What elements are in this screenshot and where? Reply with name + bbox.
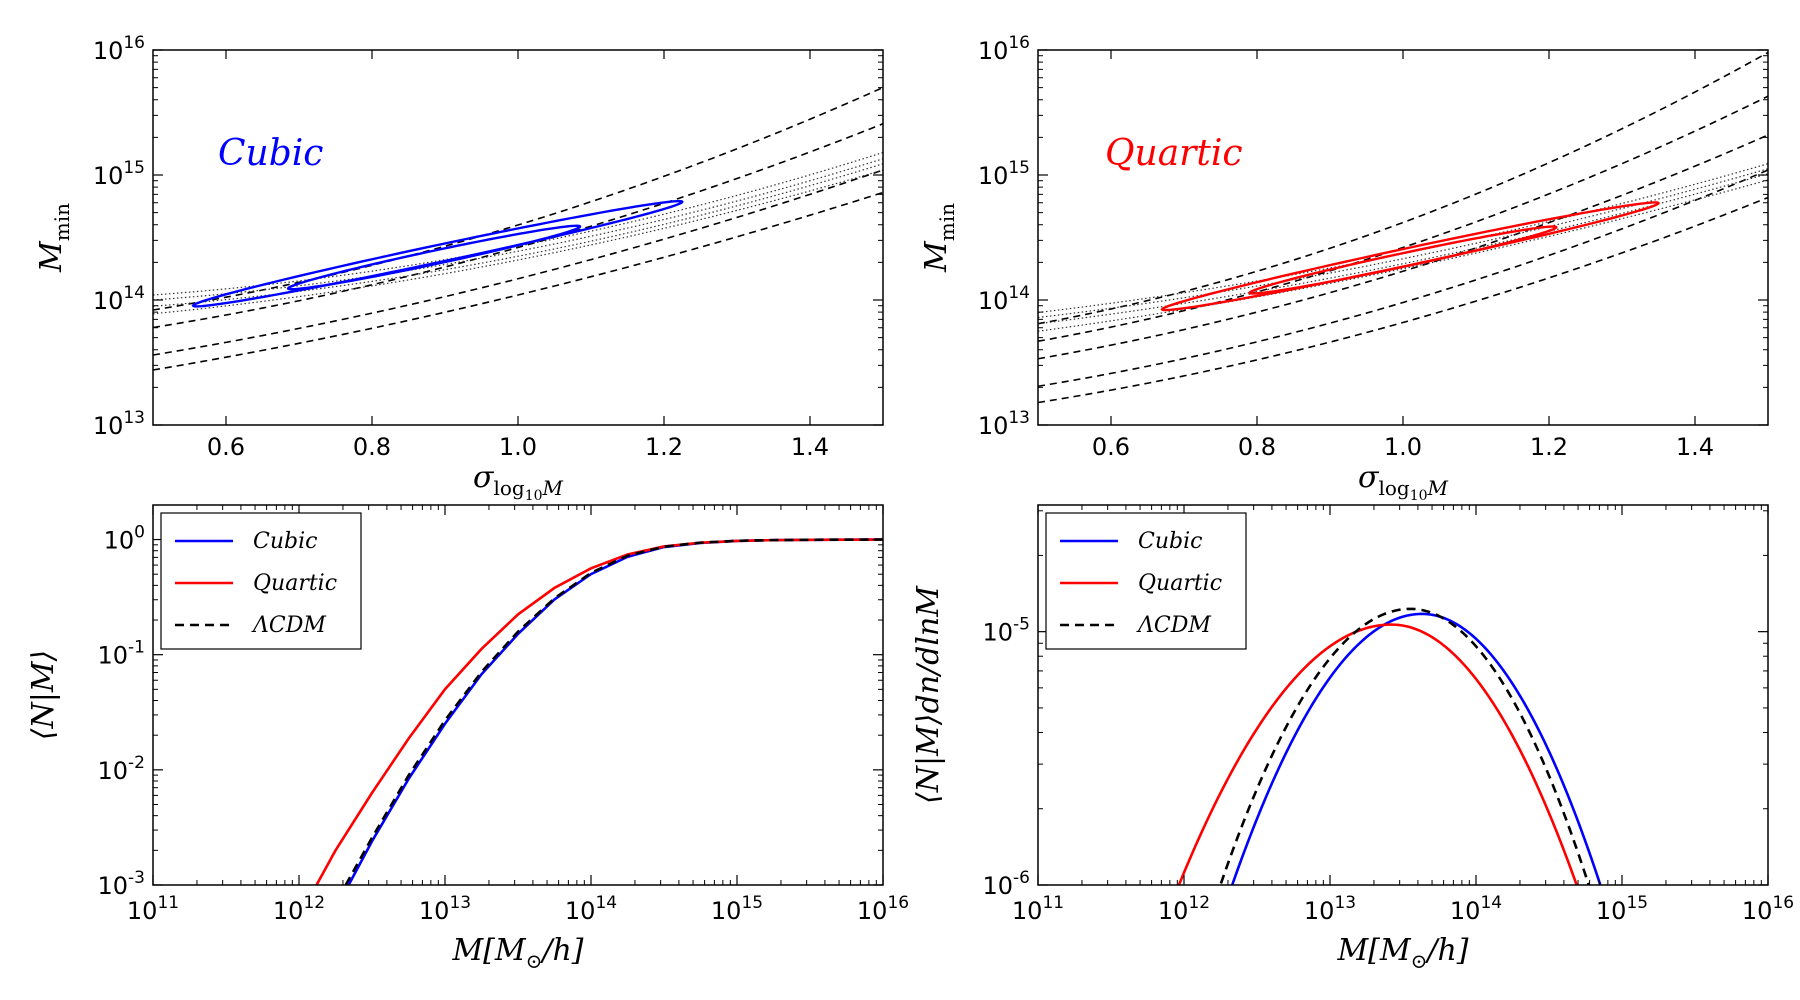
x-tick-label: 1016 (1742, 893, 1794, 925)
panel-annotation: Cubic (218, 133, 323, 174)
x-tick-label: 1.0 (499, 433, 537, 461)
series-line-cdm (344, 538, 883, 885)
series-line-quartic (315, 538, 883, 885)
x-axis-label: M[M⊙/h] (1336, 933, 1468, 973)
dashed-curve-dashed-3 (153, 123, 883, 329)
plot-frame (1037, 49, 1769, 426)
x-tick-label: 1013 (1304, 893, 1356, 925)
x-tick-label: 1014 (565, 893, 617, 925)
y-tick-label: 1015 (978, 158, 1030, 190)
x-tick-label: 1.0 (1384, 433, 1422, 461)
legend-label: Quartic (253, 571, 337, 596)
dashed-curve-dashed-2 (153, 169, 883, 356)
dashed-curve-dashed-2 (1038, 169, 1768, 388)
x-tick-label: 1.2 (645, 433, 683, 461)
panel-annotation: Quartic (1105, 133, 1243, 174)
legend-label: Cubic (1138, 529, 1202, 554)
dashed-curve-dashed-5 (1038, 51, 1768, 325)
y-tick-label: 1016 (978, 33, 1030, 65)
dashed-curve-dashed-1 (153, 191, 883, 371)
legend: Cubic Quartic ΛCDM (160, 512, 362, 650)
x-tick-label: 1.2 (1530, 433, 1568, 461)
dotted-curve-dotted-3 (153, 158, 883, 301)
x-tick-label: 1.4 (791, 433, 829, 461)
plot-frame (1037, 504, 1769, 886)
y-tick-label: 1014 (978, 283, 1030, 315)
plot-area (315, 538, 883, 885)
y-tick-label: 10-6 (983, 868, 1031, 900)
x-tick-label: 1.4 (1676, 433, 1714, 461)
y-axis-label: ⟨N|M⟩ (26, 650, 61, 740)
legend-label: Cubic (253, 529, 317, 554)
x-tick-label: 1014 (1450, 893, 1502, 925)
legend-label: ΛCDM (251, 613, 326, 638)
x-tick-label: 1013 (419, 893, 471, 925)
series-line-cubic (1230, 612, 1602, 885)
y-tick-label: 10-5 (983, 615, 1031, 647)
panel-bottom-left: 1011 1012 1013 1014 1015 1016 10-3 10-2 10-1 100 M… (26, 504, 909, 973)
x-tick-label: 1015 (1596, 893, 1648, 925)
x-tick-label: 1016 (857, 893, 909, 925)
x-axis-label: σlog10M (1358, 460, 1449, 504)
panel-top-right: 0.6 0.8 1.0 1.2 1.4 1013 1014 1015 1016 σlog10M Mm… (919, 33, 1769, 504)
y-tick-label: 1014 (93, 283, 145, 315)
y-tick-label: 1015 (93, 158, 145, 190)
y-tick-label: 100 (104, 523, 145, 555)
dashed-curve-dashed-4 (153, 86, 883, 311)
x-tick-label: 1011 (127, 893, 179, 925)
x-tick-label: 0.6 (1092, 433, 1130, 461)
y-tick-label: 1016 (93, 33, 145, 65)
y-tick-label: 1013 (978, 408, 1030, 440)
x-tick-label: 1011 (1012, 893, 1064, 925)
x-axis-label: M[M⊙/h] (451, 933, 583, 973)
legend-frame (1045, 512, 1247, 650)
contour-inner (286, 224, 582, 291)
x-tick-label: 1012 (273, 893, 325, 925)
dotted-curve-dotted-1 (153, 169, 883, 315)
x-axis-label: σlog10M (473, 460, 564, 504)
legend-frame (160, 512, 362, 650)
dashed-curve-dashed-3 (1038, 134, 1768, 360)
y-axis-label: Mmin (34, 203, 74, 273)
plot-frame (152, 504, 884, 886)
panel-bottom-right: 1011 1012 1013 1014 1015 1016 10-6 10-5 M[M⊙/h] ⟨… (911, 504, 1794, 973)
dotted-curve-dotted-3 (1038, 168, 1768, 319)
contour-inner (1248, 225, 1558, 295)
legend-label: Quartic (1138, 571, 1222, 596)
dotted-curve-dotted-1 (1038, 179, 1768, 332)
series-line-cdm (1219, 607, 1591, 885)
x-tick-label: 0.8 (353, 433, 391, 461)
legend: Cubic Quartic ΛCDM (1045, 512, 1247, 650)
y-tick-label: 10-2 (98, 753, 146, 785)
x-tick-label: 0.8 (1238, 433, 1276, 461)
y-tick-label: 10-3 (98, 868, 146, 900)
series-line-quartic (1177, 623, 1579, 885)
legend-label: ΛCDM (1136, 613, 1211, 638)
x-tick-label: 0.6 (207, 433, 245, 461)
y-axis-label: ⟨N|M⟩dn/dlnM (911, 585, 946, 804)
plot-area (1038, 51, 1768, 404)
dotted-curve-dotted-2 (153, 163, 883, 307)
panel-top-left: 0.6 0.8 1.0 1.2 1.4 1013 1014 1015 1016 σlog10M Mm… (34, 33, 884, 504)
dashed-curve-dashed-1 (1038, 196, 1768, 404)
dotted-curve-dotted-4 (1038, 163, 1768, 314)
plot-area (1177, 607, 1602, 885)
plot-frame (152, 49, 884, 426)
x-tick-label: 1012 (1158, 893, 1210, 925)
y-tick-label: 10-1 (98, 638, 146, 670)
contour-outer (1160, 201, 1660, 312)
dashed-curve-dashed-4 (1038, 95, 1768, 343)
y-axis-label: Mmin (919, 203, 959, 273)
contour-outer (191, 199, 684, 308)
plot-area (153, 86, 883, 371)
y-tick-label: 1013 (93, 408, 145, 440)
x-tick-label: 1015 (711, 893, 763, 925)
